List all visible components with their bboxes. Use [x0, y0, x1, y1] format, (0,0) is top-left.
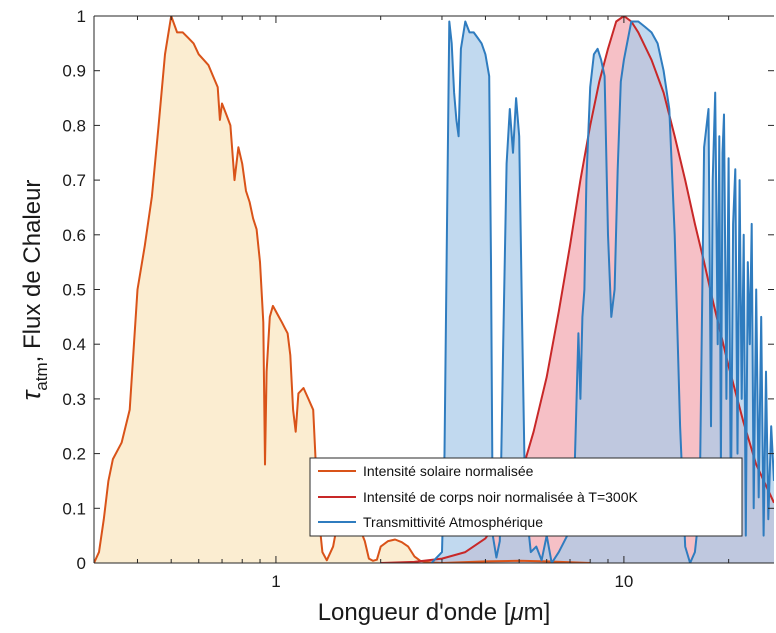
y-tick-label: 0.3 [62, 390, 86, 409]
y-tick-label: 0.8 [62, 116, 86, 135]
legend-label-transmittance: Transmittivité Atmosphérique [363, 514, 543, 530]
y-tick-label: 0.7 [62, 171, 86, 190]
series-area-solar [94, 16, 591, 563]
y-tick-label: 0.9 [62, 62, 86, 81]
legend: Intensité solaire normalisée Intensité d… [309, 457, 743, 537]
tick-labels: 0 0.1 0.2 0.3 0.4 0.5 0.6 0.7 0.8 0.9 1 1 10 [62, 7, 633, 591]
y-tick-label: 0.5 [62, 281, 86, 300]
y-tick-label: 0 [77, 554, 86, 573]
legend-box [309, 457, 743, 537]
x-axis-title: Longueur d'onde [μm] [318, 599, 551, 626]
y-tick-label: 0.6 [62, 226, 86, 245]
y-tick-label: 0.1 [62, 499, 86, 518]
x-tick-label: 10 [614, 572, 633, 591]
y-tick-label: 0.2 [62, 445, 86, 464]
legend-label-solar: Intensité solaire normalisée [363, 463, 534, 479]
legend-label-blackbody: Intensité de corps noir normalisée à T=3… [363, 489, 639, 505]
series-line-transmittance [430, 20, 774, 563]
axes [93, 15, 774, 564]
series-fills [94, 16, 774, 563]
y-tick-label: 0.4 [62, 335, 86, 354]
x-tick-label: 1 [271, 572, 280, 591]
y-tick-label: 1 [77, 7, 86, 26]
y-axis-title: τatm, Flux de Chaleur [16, 180, 51, 401]
series-area-transmittance [431, 21, 774, 563]
series-line-solar [94, 16, 591, 563]
